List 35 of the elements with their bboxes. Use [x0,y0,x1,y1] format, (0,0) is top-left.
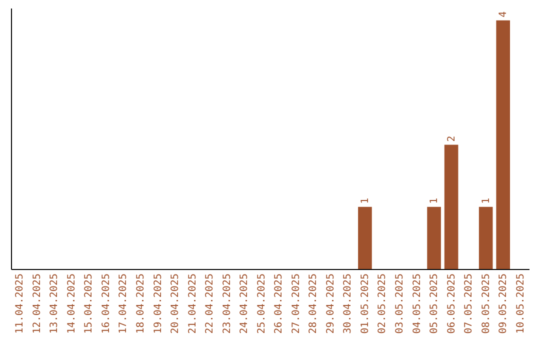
data-label: 1 [429,198,440,204]
data-label: 4 [498,11,510,18]
x-tick-label: 11.04.2025 [14,274,26,334]
x-tick-label: 09.05.2025 [498,274,510,334]
x-tick-label: 03.05.2025 [394,274,406,334]
data-label: 1 [480,198,492,204]
x-tick-label: 06.05.2025 [446,274,458,334]
x-tick-label: 13.04.2025 [49,274,60,334]
x-tick-label: 23.04.2025 [222,274,233,334]
x-tick-label: 08.05.2025 [480,274,492,334]
x-tick-label: 19.04.2025 [152,274,164,334]
data-label: 2 [446,136,458,142]
x-tick-label: 02.05.2025 [377,274,388,334]
x-tick-label: 14.04.2025 [66,274,78,334]
x-tick-label: 05.05.2025 [429,274,440,334]
x-tick-label: 29.04.2025 [325,274,336,334]
x-tick-label: 27.04.2025 [290,274,302,334]
x-tick-label: 10.05.2025 [515,274,526,334]
x-tick-label: 28.04.2025 [308,274,320,334]
data-label: 1 [360,198,371,204]
x-tick-label: 04.05.2025 [412,274,423,334]
x-tick-label: 12.04.2025 [32,274,43,334]
x-tick-label: 01.05.2025 [360,274,371,334]
x-tick-label: 30.04.2025 [342,274,354,334]
x-tick-label: 20.04.2025 [170,274,182,334]
x-tick-label: 15.04.2025 [84,274,95,334]
x-tick-label: 17.04.2025 [118,274,130,334]
x-tick-label: 25.04.2025 [256,274,268,334]
x-tick-label: 07.05.2025 [464,274,475,334]
x-tick-label: 22.04.2025 [204,274,216,334]
x-tick-label: 16.04.2025 [100,274,112,334]
x-tick-label: 26.04.2025 [274,274,285,334]
x-tick-label: 24.04.2025 [239,274,250,334]
x-tick-label: 21.04.2025 [187,274,198,334]
x-tick-label: 18.04.2025 [136,274,146,334]
